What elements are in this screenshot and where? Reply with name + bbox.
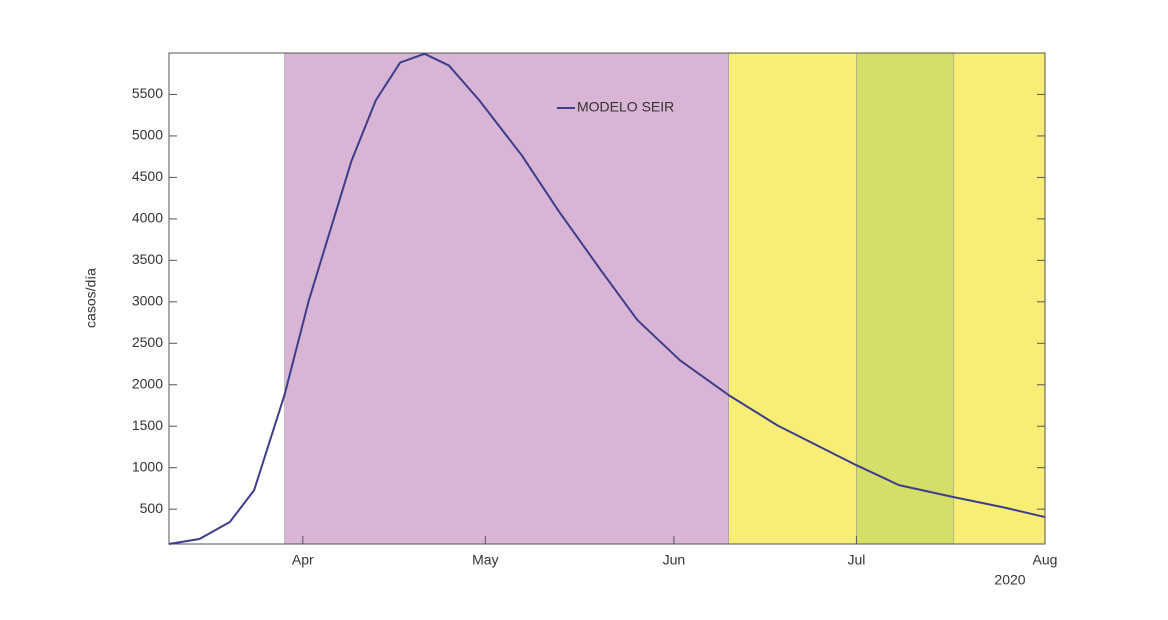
y-tick-label: 500: [140, 500, 164, 516]
y-tick-label: 2500: [132, 334, 163, 350]
y-tick-label: 4500: [132, 168, 163, 184]
y-tick-label: 1000: [132, 458, 163, 474]
shaded-region: [284, 52, 729, 545]
y-tick-label: 2000: [132, 375, 163, 391]
y-axis-label: casos/día: [83, 268, 99, 328]
y-tick-label: 1500: [132, 417, 163, 433]
x-year-label: 2020: [994, 572, 1025, 588]
y-tick-label: 4000: [132, 210, 163, 226]
y-tick-label: 5500: [132, 85, 163, 101]
x-tick-label: Apr: [292, 552, 314, 568]
shaded-region: [856, 52, 955, 545]
legend-label: MODELO SEIR: [577, 99, 674, 115]
series-line: [168, 52, 1046, 545]
y-tick-label: 5000: [132, 127, 163, 143]
y-tick-label: 3500: [132, 251, 163, 267]
x-tick-label: Jul: [847, 552, 865, 568]
plot-frame: [168, 52, 1046, 545]
x-tick-label: Aug: [1033, 552, 1058, 568]
x-tick-label: May: [472, 552, 498, 568]
x-tick-label: Jun: [663, 552, 686, 568]
y-tick-label: 3000: [132, 293, 163, 309]
